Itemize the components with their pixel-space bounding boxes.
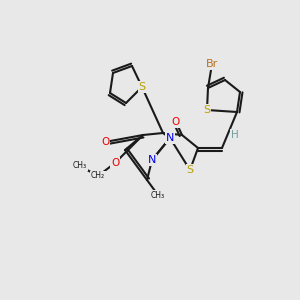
Text: N: N	[166, 133, 174, 143]
Text: S: S	[138, 82, 146, 92]
Text: O: O	[101, 137, 109, 147]
Text: CH₂: CH₂	[91, 172, 105, 181]
Text: H: H	[231, 130, 239, 140]
Text: S: S	[203, 105, 211, 115]
Text: S: S	[186, 165, 194, 175]
Text: O: O	[111, 158, 119, 168]
Text: Br: Br	[206, 59, 218, 69]
Text: CH₃: CH₃	[151, 190, 165, 200]
Text: CH₃: CH₃	[73, 161, 87, 170]
Text: N: N	[148, 155, 156, 165]
Text: O: O	[172, 117, 180, 127]
